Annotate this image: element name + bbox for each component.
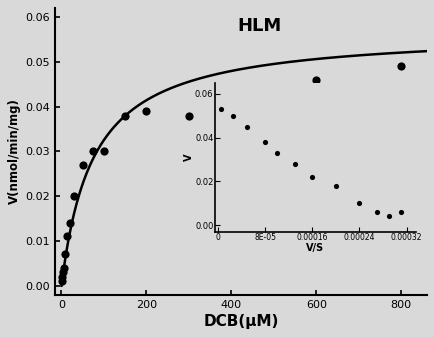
Point <box>59 274 66 279</box>
Y-axis label: V(nmol/min/mg): V(nmol/min/mg) <box>8 98 21 205</box>
X-axis label: DCB(μM): DCB(μM) <box>203 314 278 329</box>
Point <box>227 104 234 110</box>
Point <box>58 278 65 284</box>
Point <box>66 220 73 226</box>
Point <box>122 113 128 118</box>
Point <box>79 162 86 167</box>
Point <box>312 77 319 83</box>
Point <box>60 265 67 271</box>
Point <box>185 113 192 118</box>
Point <box>270 86 276 92</box>
Point <box>63 234 70 239</box>
Point <box>397 64 404 69</box>
Point <box>61 252 68 257</box>
Point <box>100 149 107 154</box>
Point <box>143 109 150 114</box>
Point <box>90 149 97 154</box>
Text: HLM: HLM <box>237 17 281 35</box>
Point <box>59 270 66 275</box>
Point <box>71 193 78 199</box>
